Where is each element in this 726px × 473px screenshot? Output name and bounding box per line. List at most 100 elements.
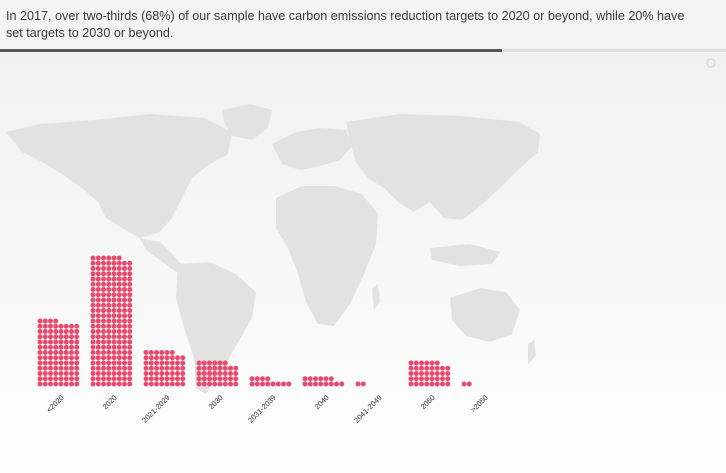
progress-fill [0,49,502,52]
dot [116,329,122,334]
dot [53,381,59,387]
bar-2041-2049[interactable] [355,381,366,387]
bar-2021-2029[interactable] [143,350,186,387]
dot [106,365,112,371]
dot [429,365,435,371]
dot [48,350,53,355]
dot [58,344,64,350]
dot [90,313,96,319]
tick-label: 2050 [419,393,437,411]
dot [318,381,324,387]
dot [101,323,106,329]
dot [74,376,80,382]
dot [127,308,133,313]
dot [48,339,53,345]
dot [116,255,122,261]
dot-chart: <2020 2020 2021-2029 2030 2031-2039 2040 2041-… [6,104,540,425]
dot [106,339,112,345]
dot [122,318,127,324]
bar-2020[interactable] [37,318,80,387]
dot [37,355,43,361]
dot [101,350,106,355]
dot [122,292,127,298]
dot [249,376,255,382]
dot [106,255,112,261]
dot [445,371,451,376]
dot [222,381,228,387]
dot [169,350,175,355]
dot [159,371,165,376]
dot [434,371,440,376]
dot [339,381,345,387]
dot [413,381,419,387]
dot [111,292,117,298]
dot [42,318,48,324]
dot [148,376,154,382]
dot [122,344,127,350]
dot [116,323,122,329]
dot [74,329,80,334]
dot [111,255,117,261]
dot [90,334,96,340]
dot [106,276,112,282]
dot [323,376,329,382]
dot [116,339,122,345]
dot [159,365,165,371]
settings-icon[interactable] [706,58,716,68]
dot [111,355,117,361]
dot [42,323,48,329]
dot [95,281,101,287]
dot [116,334,122,340]
dot [90,292,96,298]
dot [42,350,48,355]
dot [48,344,53,350]
dot [408,371,414,376]
dot [90,371,96,376]
dot [74,365,80,371]
dot [180,371,186,376]
dot [180,381,186,387]
dot [63,329,69,334]
dot [53,360,59,366]
bar-2040[interactable] [302,376,345,387]
bar-2050[interactable] [461,381,472,387]
dot [101,302,106,308]
dot [154,376,159,382]
dot [127,339,133,345]
dot [148,371,154,376]
bar-2020[interactable] [90,255,133,387]
dot [69,365,74,371]
dot [196,360,202,366]
dot [154,371,159,376]
dot [212,371,218,376]
dot [116,355,122,361]
dot [90,381,96,387]
dot [53,344,59,350]
dot [111,323,117,329]
dot [122,376,127,382]
dot [95,302,101,308]
dot [122,308,127,313]
dot [63,344,69,350]
bar-2031-2039[interactable] [249,376,292,387]
dot [270,381,276,387]
dot [228,365,233,371]
dot [63,360,69,366]
dot [116,308,122,313]
dot [106,308,112,313]
bar-2050[interactable] [408,360,451,387]
dot [74,339,80,345]
dot [101,376,106,382]
dot [127,297,133,303]
dot [360,381,366,387]
dot [260,381,265,387]
bar-2030[interactable] [196,360,239,387]
dot [122,287,127,292]
dot [48,355,53,361]
dot [122,334,127,340]
dot [127,355,133,361]
dot [111,308,117,313]
dot [63,350,69,355]
dot [127,302,133,308]
dot [95,297,101,303]
